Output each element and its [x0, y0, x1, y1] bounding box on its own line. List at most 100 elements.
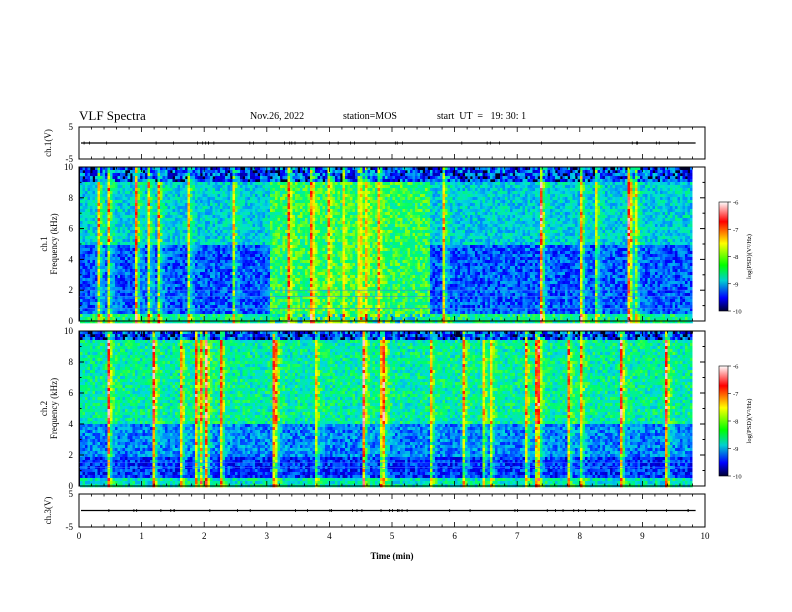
spectrogram-cell [157, 284, 161, 288]
spectrogram-cell [95, 209, 98, 213]
spectrogram-cell [205, 221, 208, 225]
spectrogram-cell [192, 296, 196, 300]
spectrogram-cell [130, 290, 133, 294]
spectrogram-cell [90, 227, 93, 231]
spectrogram-cell [312, 179, 316, 183]
spectrogram-cell [82, 221, 86, 225]
spectrogram-cell [157, 200, 161, 204]
spectrogram-cell [270, 182, 273, 186]
spectrogram-cell [125, 230, 128, 234]
spectrogram-cell [152, 182, 156, 186]
spectrogram-cell [190, 278, 193, 282]
spectrogram-cell [297, 254, 301, 258]
spectrogram-cell [172, 284, 176, 288]
spectrogram-cell [270, 206, 273, 210]
spectrogram-cell [100, 284, 103, 288]
spectrogram-cell [302, 275, 306, 279]
spectrogram-cell [102, 266, 106, 270]
spectrogram-cell [217, 188, 221, 192]
spectrogram-cell [287, 287, 291, 291]
spectrogram-cell [225, 170, 228, 174]
spectrogram-cell [245, 200, 248, 204]
spectrogram-cell [280, 242, 283, 246]
spectrogram-cell [147, 209, 151, 213]
spectrogram-cell [222, 212, 226, 216]
spectrogram-cell [185, 293, 188, 297]
spectrogram-cell [305, 194, 308, 198]
spectrogram-cell [222, 272, 226, 276]
spectrogram-cell [202, 320, 206, 324]
spectrogram-cell [97, 215, 101, 219]
spectrogram-cell [160, 302, 163, 306]
spectrogram-cell [255, 239, 258, 243]
spectrogram-cell [280, 239, 283, 243]
spectrogram-cell [167, 293, 171, 297]
spectrogram-cell [140, 272, 143, 276]
spectrogram-cell [227, 254, 231, 258]
spectrogram-cell [320, 305, 323, 309]
spectrogram-cell [295, 227, 298, 231]
spectrogram-cell [312, 242, 316, 246]
spectrogram-cell [227, 263, 231, 267]
spectrogram-cell [180, 290, 183, 294]
spectrogram-cell [155, 284, 158, 288]
spectrogram-cell [182, 236, 186, 240]
spectrogram-cell [297, 272, 301, 276]
spectrogram-cell [235, 302, 238, 306]
spectrogram-cell [157, 233, 161, 237]
spectrogram-cell [105, 257, 108, 261]
spectrogram-cell [152, 314, 156, 318]
spectrogram-cell [260, 281, 263, 285]
spectrogram-cell [215, 275, 218, 279]
spectrogram-cell [255, 203, 258, 207]
spectrogram-cell [132, 260, 136, 264]
spectrogram-cell [230, 185, 233, 189]
spectrogram-cell [80, 179, 83, 183]
spectrogram-cell [110, 287, 113, 291]
spectrogram-cell [275, 209, 278, 213]
spectrogram-cell [287, 191, 291, 195]
spectrogram-cell [147, 197, 151, 201]
spectrogram-cell [307, 317, 311, 321]
spectrogram-cell [95, 296, 98, 300]
spectrogram-cell [285, 260, 288, 264]
spectrogram-cell [292, 203, 296, 207]
spectrogram-cell [182, 185, 186, 189]
spectrogram-cell [122, 182, 126, 186]
spectrogram-cell [117, 224, 121, 228]
spectrogram-cell [232, 278, 236, 282]
spectrogram-cell [290, 236, 293, 240]
spectrogram-cell [105, 179, 108, 183]
spectrogram-cell [190, 311, 193, 315]
spectrogram-cell [132, 206, 136, 210]
spectrogram-cell [80, 251, 83, 255]
spectrogram-cell [175, 209, 178, 213]
spectrogram-cell [227, 275, 231, 279]
spectrogram-cell [265, 260, 268, 264]
spectrogram-cell [170, 185, 173, 189]
spectrogram-cell [117, 287, 121, 291]
spectrogram-cell [172, 314, 176, 318]
spectrogram-cell [302, 248, 306, 252]
spectrogram-cell [155, 278, 158, 282]
spectrogram-cell [212, 275, 216, 279]
spectrogram-cell [92, 200, 96, 204]
spectrogram-cell [95, 284, 98, 288]
spectrogram-cell [230, 194, 233, 198]
spectrogram-cell [302, 281, 306, 285]
spectrogram-cell [287, 209, 291, 213]
spectrogram-cell [167, 287, 171, 291]
spectrogram-cell [250, 188, 253, 192]
spectrogram-cell [230, 296, 233, 300]
spectrogram-cell [172, 251, 176, 255]
spectrogram-cell [267, 188, 271, 192]
spectrogram-cell [182, 173, 186, 177]
spectrogram-cell [315, 251, 318, 255]
spectrogram-cell [222, 320, 226, 324]
spectrogram-cell [310, 233, 313, 237]
spectrogram-cell [112, 176, 116, 180]
spectrogram-cell [130, 170, 133, 174]
spectrogram-cell [257, 299, 261, 303]
spectrogram-cell [320, 272, 323, 276]
spectrogram-cell [102, 191, 106, 195]
